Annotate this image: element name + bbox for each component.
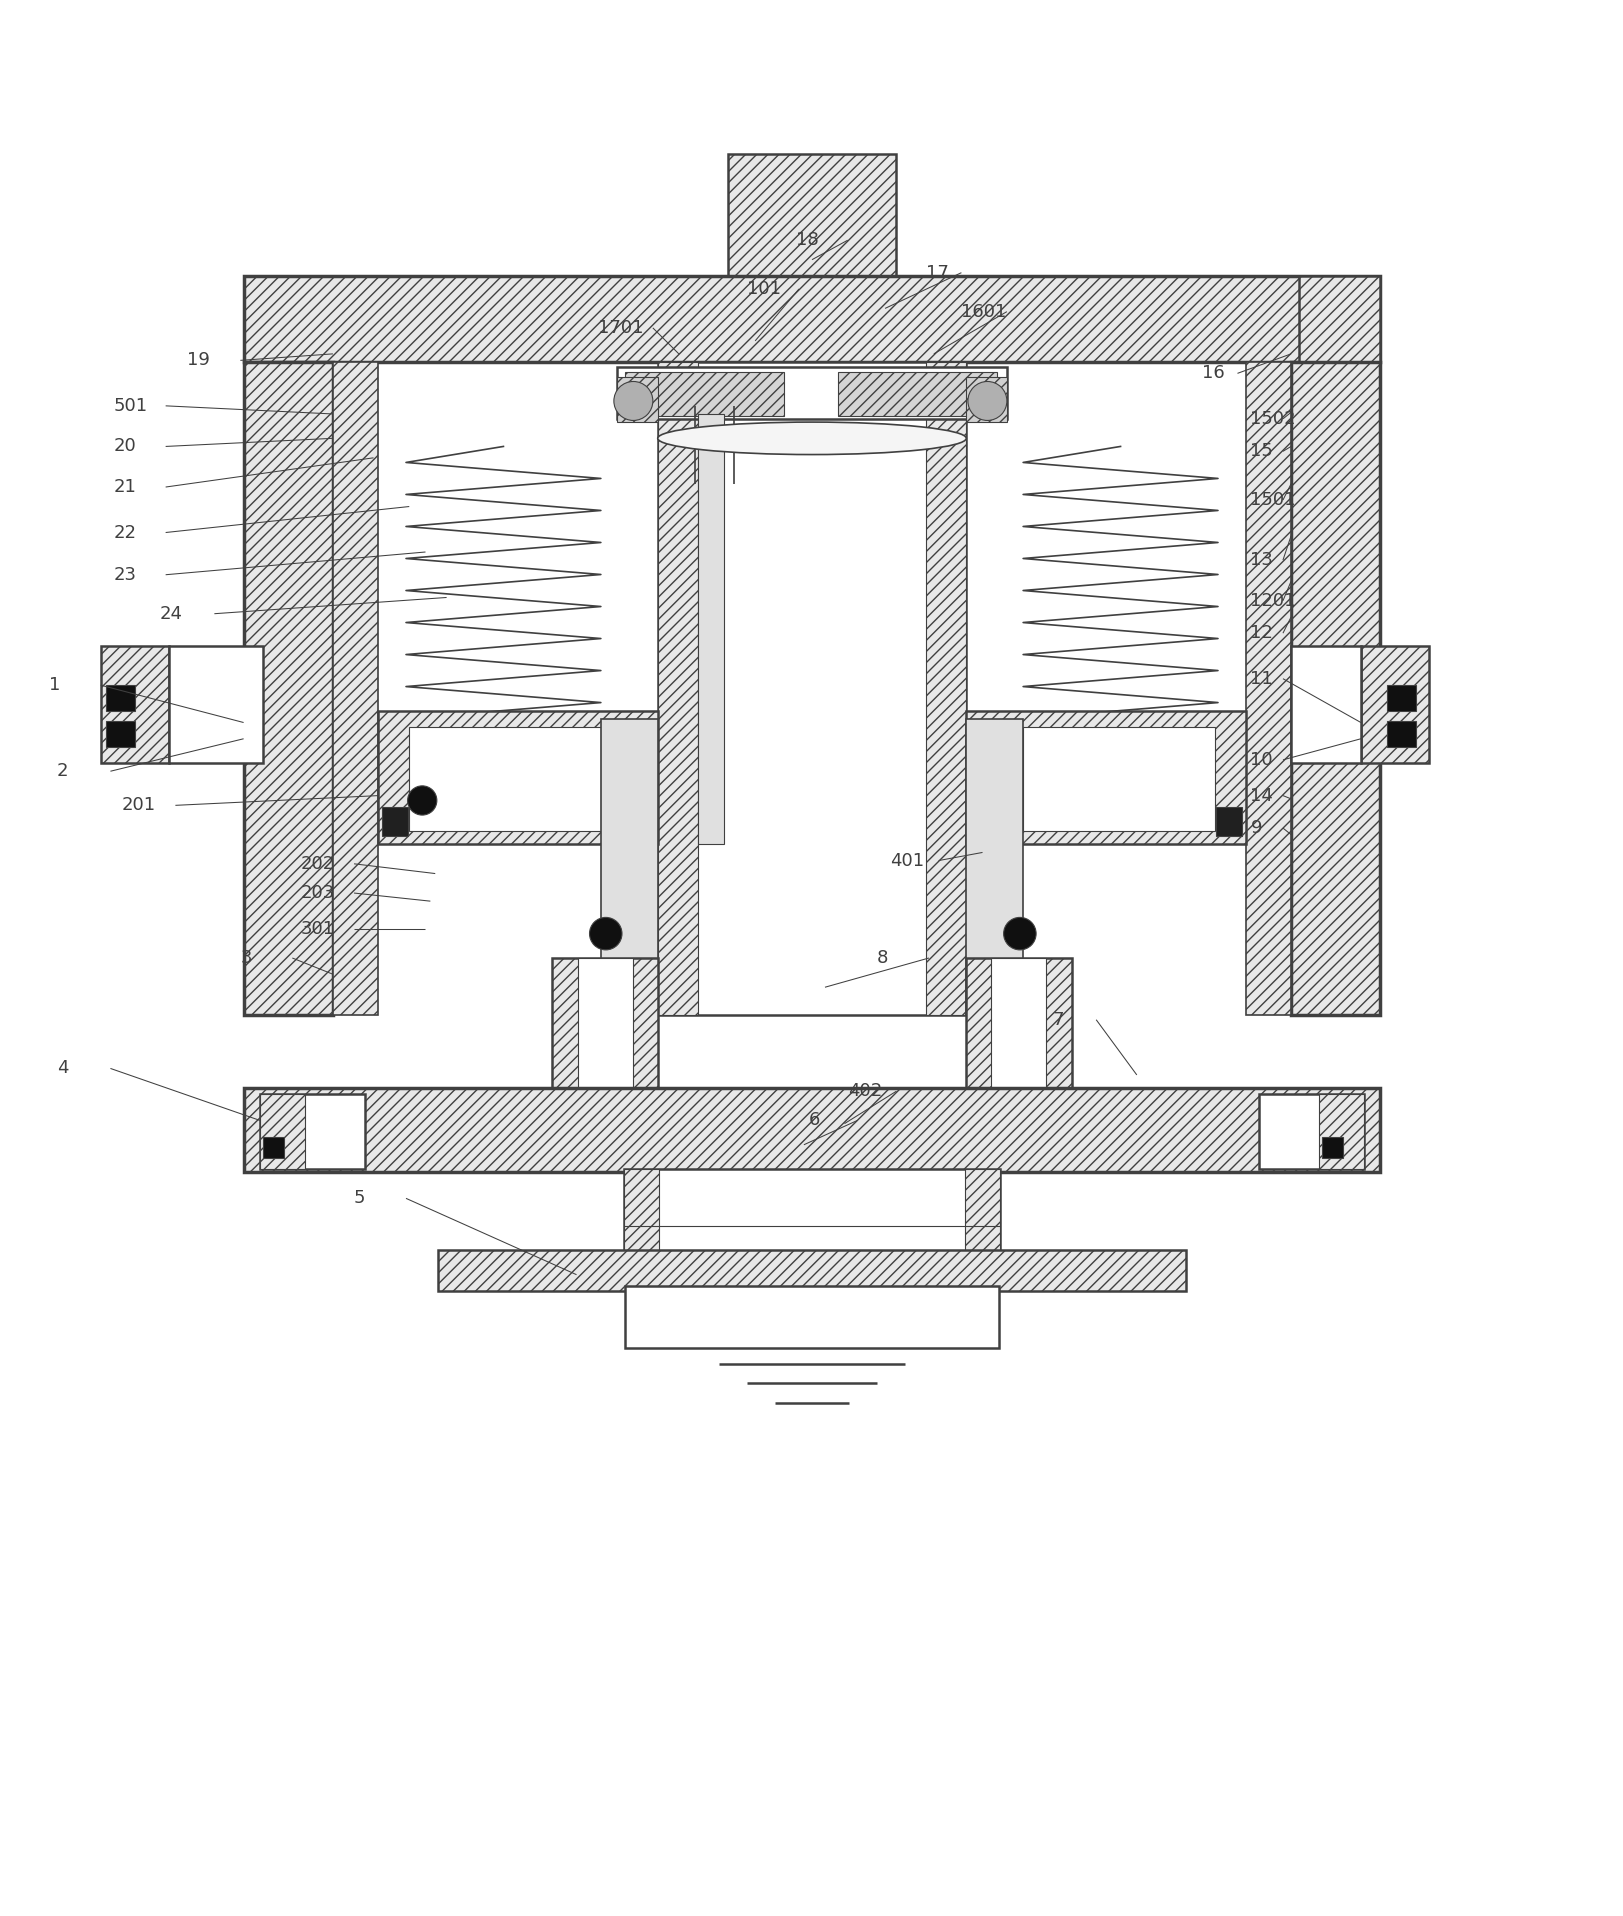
Bar	[1245, 362, 1290, 1015]
Bar	[657, 362, 698, 1015]
Bar	[260, 1094, 305, 1169]
Bar	[623, 1169, 659, 1284]
Text: 6: 6	[808, 1111, 820, 1129]
Bar	[925, 362, 966, 1015]
Bar	[263, 1136, 284, 1157]
Text: 17: 17	[925, 264, 948, 282]
Bar	[381, 807, 407, 835]
Bar	[105, 686, 135, 711]
Text: 23: 23	[114, 565, 136, 584]
Text: 2: 2	[57, 763, 68, 780]
Text: 11: 11	[1250, 671, 1272, 688]
Text: 19: 19	[187, 351, 209, 370]
Text: 3: 3	[240, 948, 252, 968]
Bar	[378, 711, 657, 845]
Bar	[1386, 686, 1415, 711]
Circle shape	[407, 786, 437, 814]
Text: 401: 401	[889, 851, 923, 870]
Bar	[243, 362, 333, 1015]
Bar	[243, 1088, 1380, 1173]
Bar	[169, 646, 263, 763]
Bar	[105, 720, 135, 747]
Text: 5: 5	[354, 1190, 365, 1207]
Bar	[1022, 728, 1214, 832]
Bar	[260, 1094, 365, 1169]
Bar	[601, 718, 657, 1015]
Bar	[727, 153, 896, 276]
Bar	[1386, 720, 1415, 747]
Bar	[966, 718, 1022, 1015]
Text: 24: 24	[159, 605, 182, 623]
Bar	[1258, 1094, 1363, 1169]
Text: 1501: 1501	[1250, 490, 1295, 510]
Bar	[623, 1169, 1000, 1284]
Bar	[1321, 1136, 1342, 1157]
Bar	[990, 958, 1045, 1153]
Bar	[837, 372, 997, 416]
Text: 16: 16	[1201, 364, 1224, 383]
Text: 1201: 1201	[1250, 592, 1295, 609]
Bar	[964, 1169, 1000, 1284]
Bar	[617, 366, 1006, 420]
Bar	[1318, 1094, 1363, 1169]
Circle shape	[613, 381, 652, 420]
Bar	[1216, 807, 1242, 835]
Bar	[1290, 646, 1360, 763]
Text: 101: 101	[747, 280, 781, 297]
Bar	[1298, 276, 1380, 435]
Bar	[625, 1286, 998, 1347]
Text: 402: 402	[847, 1083, 881, 1100]
Bar	[966, 377, 1006, 422]
Text: 9: 9	[1250, 818, 1261, 837]
Text: 1701: 1701	[597, 318, 643, 337]
Bar	[552, 958, 657, 1153]
Text: 501: 501	[114, 397, 148, 416]
Text: 20: 20	[114, 437, 136, 456]
Circle shape	[967, 381, 1006, 420]
Text: 10: 10	[1250, 751, 1272, 768]
Bar	[698, 414, 724, 845]
Ellipse shape	[657, 422, 966, 454]
Text: 301: 301	[300, 920, 334, 937]
Bar	[657, 362, 966, 1015]
Text: 4: 4	[57, 1060, 68, 1077]
Text: 14: 14	[1250, 787, 1272, 805]
Text: 203: 203	[300, 883, 334, 902]
Text: 12: 12	[1250, 625, 1272, 642]
Bar	[333, 362, 378, 1015]
Text: 201: 201	[122, 797, 156, 814]
Bar	[625, 372, 784, 416]
Bar	[1290, 362, 1380, 1015]
Text: 21: 21	[114, 477, 136, 496]
Text: 18: 18	[795, 232, 818, 249]
Text: 1601: 1601	[961, 303, 1006, 320]
Bar	[966, 958, 1071, 1153]
Bar	[578, 958, 633, 1153]
Bar	[1360, 646, 1428, 763]
Circle shape	[1003, 918, 1035, 950]
Text: 1502: 1502	[1250, 410, 1295, 427]
Circle shape	[589, 918, 622, 950]
Bar	[966, 711, 1245, 845]
Text: 7: 7	[1052, 1012, 1063, 1029]
Text: 8: 8	[876, 948, 888, 968]
Text: 22: 22	[114, 523, 136, 542]
Text: 15: 15	[1250, 443, 1272, 460]
Text: 202: 202	[300, 855, 334, 874]
Text: 13: 13	[1250, 552, 1272, 569]
Text: 1: 1	[49, 676, 60, 694]
Bar	[409, 728, 601, 832]
Bar	[438, 1251, 1185, 1291]
Bar	[617, 377, 657, 422]
Bar	[243, 276, 1380, 362]
Bar	[101, 646, 169, 763]
